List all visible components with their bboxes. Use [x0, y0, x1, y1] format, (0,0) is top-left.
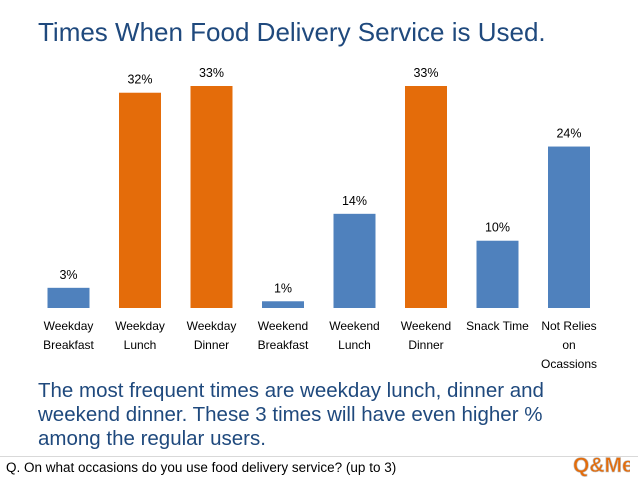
data-label: 32%	[127, 73, 152, 87]
bar	[190, 86, 233, 308]
bar	[548, 146, 590, 308]
data-label: 24%	[556, 127, 581, 141]
question-text: Q. On what occasions do you use food del…	[6, 460, 397, 475]
bar	[119, 92, 161, 309]
data-label: 14%	[342, 194, 367, 208]
category-label: Not Relies on Ocassions	[541, 319, 597, 371]
data-label: 33%	[413, 66, 438, 80]
bar	[476, 240, 519, 308]
category-label: Weekday Lunch	[115, 319, 165, 352]
summary-text: The most frequent times are weekday lunc…	[38, 379, 544, 450]
bar	[47, 287, 90, 308]
qandme-logo: Q&Me	[573, 454, 630, 477]
category-label: Snack Time	[466, 319, 529, 333]
data-label: 3%	[59, 268, 77, 282]
category-label: Weekday Breakfast	[43, 319, 94, 352]
data-label: 10%	[485, 221, 510, 235]
data-labels-group: 3% 32% 33% 1% 14% 33% 10% 24%	[59, 66, 581, 295]
bar	[405, 86, 447, 308]
data-label: 33%	[199, 66, 224, 80]
bar	[333, 213, 376, 308]
data-label: 1%	[274, 281, 292, 295]
page-title: Times When Food Delivery Service is Used…	[38, 17, 546, 47]
bars-group	[47, 86, 590, 309]
category-label: Weekday Dinner	[187, 319, 237, 352]
bar-chart: 3%32% 33%1%14%33%10%24% Weekday BreakfastW…	[43, 66, 597, 371]
footer-bar: Q. On what occasions do you use food del…	[0, 454, 638, 480]
bar	[262, 301, 304, 308]
category-label: Weekend Breakfast	[258, 319, 309, 352]
svg-text:Q&Me: Q&Me	[573, 454, 630, 477]
category-label: Weekend Dinner	[401, 319, 451, 352]
category-labels-group: Weekday Breakfast Weekday Lunch Weekday Dinne…	[43, 319, 597, 371]
category-label: Weekend Lunch	[329, 319, 379, 352]
